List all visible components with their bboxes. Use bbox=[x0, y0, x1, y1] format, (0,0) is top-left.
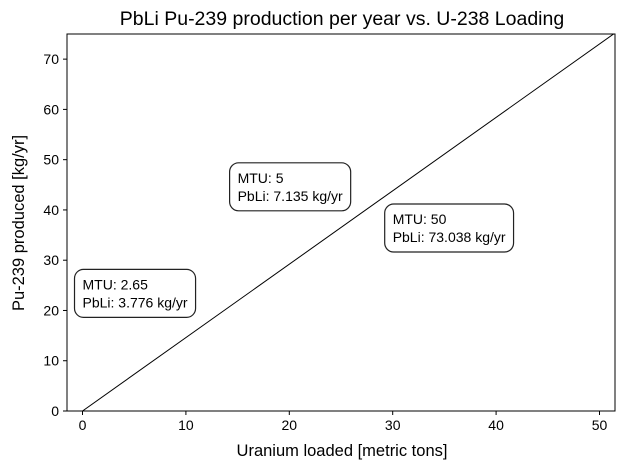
annotation-0-line-1: PbLi: 3.776 kg/yr bbox=[83, 294, 188, 310]
y-tick-label-30: 30 bbox=[43, 252, 59, 268]
y-tick-label-10: 10 bbox=[43, 353, 59, 369]
y-tick-label-70: 70 bbox=[43, 51, 59, 67]
annotations: MTU: 2.65 PbLi: 3.776 kg/yr MTU: 5 PbLi: 7.… bbox=[73, 162, 515, 318]
annotation-2: MTU: 50 PbLi: 73.038 kg/yr bbox=[384, 203, 515, 253]
y-tick-label-40: 40 bbox=[43, 202, 59, 218]
annotation-2-line-1: PbLi: 73.038 kg/yr bbox=[393, 229, 506, 245]
plot-area bbox=[82, 34, 615, 411]
x-tick-label-40: 40 bbox=[488, 417, 504, 433]
annotation-1-box bbox=[229, 162, 352, 212]
annotation-2-line-0: MTU: 50 bbox=[393, 211, 447, 227]
annotation-1-line-0: MTU: 5 bbox=[238, 170, 284, 186]
y-tick-label-20: 20 bbox=[43, 302, 59, 318]
annotation-1-line-1: PbLi: 7.135 kg/yr bbox=[238, 188, 343, 204]
x-tick-label-50: 50 bbox=[592, 417, 608, 433]
chart-title: PbLi Pu-239 production per year vs. U-23… bbox=[120, 8, 564, 30]
x-tick-label-30: 30 bbox=[385, 417, 401, 433]
x-tick-label-0: 0 bbox=[79, 417, 87, 433]
plot-frame bbox=[66, 33, 616, 412]
y-axis-label: Pu-239 produced [kg/yr] bbox=[10, 135, 28, 311]
axes: 0 10 20 30 40 50 0 10 20 30 40 50 60 70 bbox=[43, 33, 616, 433]
x-axis-label: Uranium loaded [metric tons] bbox=[237, 442, 448, 460]
annotation-0: MTU: 2.65 PbLi: 3.776 kg/yr bbox=[73, 268, 197, 318]
x-tick-label-10: 10 bbox=[178, 417, 194, 433]
annotation-0-line-0: MTU: 2.65 bbox=[83, 276, 149, 292]
y-tick-label-60: 60 bbox=[43, 101, 59, 117]
y-tick-label-50: 50 bbox=[43, 152, 59, 168]
annotation-2-box bbox=[384, 203, 515, 253]
annotation-0-box bbox=[73, 268, 197, 318]
x-tick-label-20: 20 bbox=[282, 417, 298, 433]
annotation-1: MTU: 5 PbLi: 7.135 kg/yr bbox=[229, 162, 352, 212]
series-line-0 bbox=[82, 34, 615, 411]
y-tick-label-0: 0 bbox=[51, 403, 59, 419]
